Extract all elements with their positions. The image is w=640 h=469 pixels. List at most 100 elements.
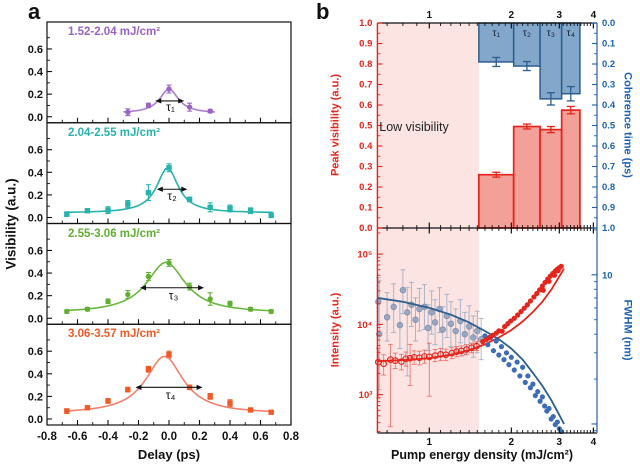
data-point: [247, 407, 254, 413]
fwhm-point-low: [474, 327, 481, 335]
fwhm-point-low: [439, 326, 446, 333]
fwhm-tick-label: 10: [602, 270, 613, 281]
fwhm-point: [535, 388, 541, 395]
x-tick-label: 0.8: [283, 431, 300, 443]
coherence-tick-label: 0.2: [602, 59, 615, 70]
coherence-tick-label: 0.8: [602, 182, 615, 193]
x-tick-label: 0.2: [192, 431, 208, 443]
data-point: [84, 306, 91, 312]
fluence-label-4: 3.06-3.57 mJ/cm²: [68, 328, 161, 341]
fit-line: [377, 268, 565, 362]
coherence-tick-label: 0.6: [602, 141, 615, 152]
fwhm-point: [542, 403, 548, 409]
data-point: [268, 212, 274, 218]
coherence-tick-label: 0.4: [602, 100, 616, 111]
fwhm-point-low: [431, 319, 439, 326]
coherence-tick-label: 0.7: [602, 162, 615, 173]
pump-tick-label: 3: [557, 10, 563, 21]
y-tick-label: 0.2: [28, 391, 43, 403]
peak-visibility-bar: [539, 128, 563, 229]
fwhm-point: [503, 350, 510, 356]
fwhm-point: [506, 362, 512, 368]
y-tick-label: 0.0: [28, 213, 43, 225]
fwhm-point: [539, 394, 545, 400]
y-tick-label: 0.4: [28, 268, 44, 280]
x-tick-label: -0.6: [68, 431, 88, 443]
data-point: [207, 393, 213, 400]
visibility-tick-label: 0.7: [359, 80, 372, 91]
intensity-point: [511, 315, 517, 321]
fwhm-point: [537, 398, 543, 404]
coherence-tick-label: 0.9: [602, 203, 615, 214]
data-point: [145, 189, 152, 196]
fwhm-point: [496, 352, 502, 358]
fwhm-point: [508, 354, 514, 360]
data-point: [166, 351, 172, 358]
data-point: [227, 300, 233, 307]
y-tick-label: 0.4: [28, 167, 44, 179]
data-point: [105, 207, 111, 213]
low-visibility-region-label: Low visibility: [379, 120, 449, 134]
intensity-point: [551, 272, 558, 278]
data-point: [166, 86, 172, 92]
visibility-tick-label: 0.2: [359, 182, 372, 193]
pump-tick-label: 4: [591, 10, 597, 21]
panel-b-letter: b: [316, 0, 330, 24]
fwhm-point: [485, 342, 491, 348]
x-tick-label: -0.2: [129, 431, 149, 443]
x-tick-label: 0.0: [161, 431, 177, 443]
data-point: [227, 400, 233, 406]
intensity-tick-label: 10⁴: [357, 320, 373, 331]
bar-tau-label: τ₃: [547, 27, 555, 39]
intensity-tick-label: 10³: [359, 390, 373, 401]
data-point: [166, 165, 172, 171]
fwhm-point: [517, 373, 523, 379]
data-point: [145, 102, 152, 109]
peak-visibility-bar: [560, 109, 581, 229]
coherence-tick-label: 0.1: [602, 39, 616, 50]
fwhm-point: [511, 367, 517, 373]
panel-a-letter: a: [28, 0, 41, 24]
scatter: [374, 263, 565, 435]
fwhm-point: [498, 344, 505, 350]
data-point: [166, 260, 172, 266]
x-tick-label: 0.4: [222, 431, 239, 443]
data-point: [145, 273, 152, 280]
y-tick-label: 0.2: [28, 190, 43, 202]
y-tick-label: 0.6: [28, 346, 43, 358]
data-point: [125, 109, 131, 115]
data-point: [125, 201, 131, 207]
fwhm-point: [522, 379, 528, 385]
y-tick-label: 0.6: [28, 44, 43, 56]
fit-curve: [65, 261, 273, 312]
fwhm-point: [546, 405, 552, 412]
intensity-point: [534, 290, 540, 297]
intensity-tick-label: 10⁵: [357, 250, 372, 261]
intensity-point: [539, 283, 545, 289]
fwhm-point: [554, 419, 560, 425]
delay-axis-title: Delay (ps): [137, 447, 201, 462]
pump-tick-label: 2: [509, 437, 515, 448]
fwhm-point: [532, 392, 538, 399]
fwhm-point-low: [424, 324, 432, 332]
panel-b-axes: 1 2 3 4 1 2 3 4 0.0 0.0 0.1 0.1 0.2 0.2 0.3 0.3 0.4 0.4 0.…: [357, 10, 616, 448]
visibility-tick-label: 0.8: [359, 59, 372, 70]
intensity-point: [531, 294, 537, 300]
tau-label: τ₂: [167, 189, 177, 203]
bar-tau-label: τ₄: [567, 27, 575, 39]
data-point: [186, 283, 193, 290]
intensity-point: [558, 263, 564, 269]
coherence-tick-label: 1.0: [602, 223, 615, 234]
data-point: [207, 296, 213, 302]
y-tick-label: 0.4: [28, 67, 44, 79]
data-point: [268, 409, 274, 415]
bar-tau-label: τ₁: [492, 27, 500, 39]
fwhm-point-low: [404, 309, 411, 316]
fwhm-point-low: [396, 321, 404, 329]
data-point: [227, 205, 233, 212]
visibility-tick-label: 0.5: [359, 121, 373, 132]
y-tick-label: 0.6: [28, 145, 43, 157]
coherence-tick-label: 0.0: [602, 18, 615, 29]
tau-label: τ₁: [166, 100, 175, 114]
fwhm-point: [520, 364, 526, 370]
